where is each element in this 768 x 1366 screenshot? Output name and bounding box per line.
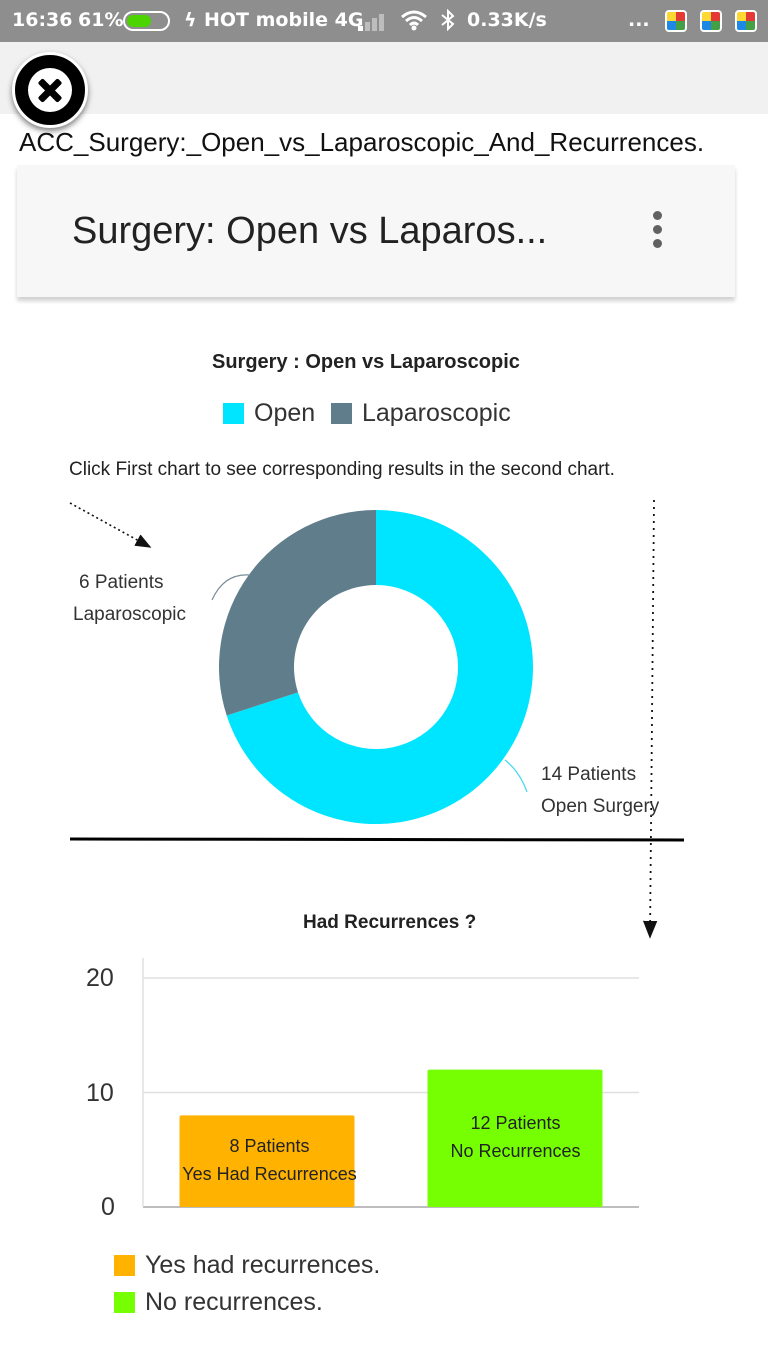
donut-label-laparoscopic-name: Laparoscopic	[73, 604, 187, 625]
status-time: 16:36	[12, 9, 73, 31]
legend-swatch	[331, 403, 352, 424]
viewer-top-strip	[0, 42, 768, 114]
app-toolbar: Surgery: Open vs Laparos...	[17, 165, 735, 297]
signal-icon	[358, 13, 388, 31]
more-vert-icon[interactable]	[649, 211, 665, 251]
instruction-text: Click First chart to see corresponding r…	[69, 459, 615, 480]
legend-swatch	[114, 1292, 135, 1313]
bar-label-count: 8 Patients	[229, 1136, 310, 1156]
legend-item-no-recurrences[interactable]: No recurrences.	[114, 1288, 323, 1317]
legend-item-open[interactable]: Open	[223, 399, 315, 428]
battery-icon	[123, 11, 170, 31]
donut-label-open-name: Open Surgery	[541, 796, 660, 817]
donut-slice-open[interactable]	[226, 510, 533, 824]
donut-chart-title: Surgery : Open vs Laparoscopic	[212, 351, 520, 373]
leader-line-open	[504, 759, 528, 793]
app-notification-icon	[665, 10, 687, 32]
hint-arrow	[69, 502, 152, 548]
close-icon	[28, 68, 72, 112]
network-speed: 0.33K/s	[467, 9, 547, 31]
legend-item-yes-recurrences[interactable]: Yes had recurrences.	[114, 1251, 380, 1280]
legend-label: No recurrences.	[145, 1288, 323, 1316]
app-notification-icon	[735, 10, 757, 32]
status-bar: 16:36 61% ϟ HOT mobile 4G 0.33K/s ...	[0, 0, 768, 42]
donut-label-count: 6 Patients	[79, 572, 164, 593]
y-tick-label: 0	[101, 1193, 115, 1221]
legend-label: Yes had recurrences.	[145, 1251, 381, 1279]
battery-percent: 61%	[78, 9, 124, 31]
legend-swatch	[223, 403, 244, 424]
bar-data-label-no: 12 Patients No Recurrences	[428, 1109, 603, 1165]
legend-swatch	[114, 1255, 135, 1276]
donut-label-open: 14 Patients	[541, 764, 637, 785]
legend-label: Open	[254, 399, 316, 427]
hint-arrow	[642, 499, 658, 939]
bar-yes-recurrences[interactable]	[179, 1115, 355, 1207]
legend-item-laparoscopic[interactable]: Laparoscopic	[331, 399, 511, 428]
legend-label: Laparoscopic	[362, 399, 511, 427]
bar-label-count: 12 Patients	[470, 1113, 561, 1133]
y-tick-label: 20	[86, 964, 114, 992]
file-title: ACC_Surgery:_Open_vs_Laparoscopic_And_Re…	[19, 127, 705, 157]
overflow-indicator: ...	[628, 9, 650, 31]
y-tick-label: 10	[86, 1079, 114, 1107]
close-button[interactable]	[12, 52, 88, 128]
carrier-name: HOT mobile 4G	[204, 9, 364, 31]
bar-label-name: No Recurrences	[450, 1141, 581, 1161]
toolbar-title: Surgery: Open vs Laparos...	[72, 210, 548, 252]
donut-label-laparoscopic: 6 Patients	[79, 567, 164, 599]
app-notification-icon	[700, 10, 722, 32]
bar-data-label-yes: 8 Patients Yes Had Recurrences	[182, 1132, 357, 1188]
donut-slice-laparoscopic[interactable]	[218, 510, 376, 716]
wifi-icon	[400, 9, 428, 36]
bar-chart-title: Had Recurrences ?	[303, 912, 477, 933]
bar-no-recurrences[interactable]	[427, 1069, 603, 1207]
bar-label-name: Yes Had Recurrences	[182, 1164, 357, 1184]
section-divider	[69, 837, 685, 842]
leader-line-laparoscopic	[211, 574, 251, 601]
charging-icon: ϟ	[184, 9, 197, 31]
bluetooth-icon	[440, 8, 456, 36]
